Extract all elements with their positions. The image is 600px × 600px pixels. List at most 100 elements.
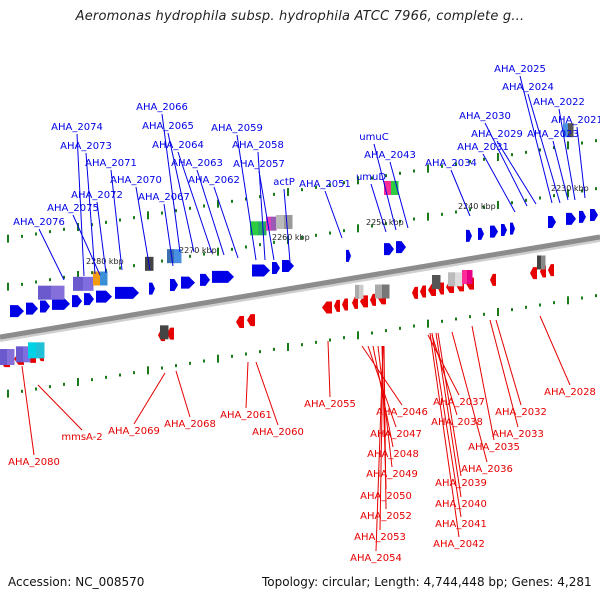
feature-box bbox=[100, 271, 108, 286]
forward-gene-label: AHA_2059 bbox=[211, 123, 263, 134]
reverse-gene-label-leader bbox=[451, 331, 488, 463]
forward-gene-arrow bbox=[501, 223, 507, 236]
reverse-gene-label: AHA_2055 bbox=[304, 399, 356, 410]
forward-gene-label-leader bbox=[527, 93, 561, 204]
forward-gene-label: AHA_2070 bbox=[110, 175, 162, 186]
forward-gene-arrow bbox=[84, 293, 94, 306]
reverse-gene-arrow bbox=[247, 314, 255, 327]
reverse-gene-label: AHA_2052 bbox=[360, 511, 412, 522]
forward-gene-label-leader bbox=[519, 75, 553, 204]
reverse-gene-label-leader bbox=[133, 372, 166, 425]
scale-label: 2240 kbp bbox=[458, 202, 496, 211]
forward-gene-arrow bbox=[40, 300, 50, 313]
reverse-gene-label: AHA_2046 bbox=[376, 407, 428, 418]
forward-gene-label: AHA_2072 bbox=[71, 190, 123, 201]
reverse-gene-label-leader bbox=[245, 361, 249, 409]
feature-box bbox=[375, 284, 383, 299]
forward-gene-label: AHA_2025 bbox=[494, 64, 546, 75]
reverse-gene-label-leader bbox=[175, 370, 191, 418]
forward-gene-arrow bbox=[10, 305, 24, 318]
forward-gene-label: AHA_2076 bbox=[13, 217, 65, 228]
scale-label: 2270 kbp bbox=[179, 246, 217, 255]
reverse-gene-arrow bbox=[412, 286, 418, 299]
forward-gene-label-leader bbox=[482, 153, 516, 213]
feature-box bbox=[382, 284, 390, 299]
feature-box bbox=[455, 272, 463, 287]
feature-box bbox=[36, 342, 45, 359]
feature-box bbox=[7, 349, 15, 365]
feature-box bbox=[467, 269, 473, 284]
reverse-gene-arrow bbox=[490, 273, 496, 286]
reverse-gene-arrow bbox=[322, 301, 332, 314]
feature-box bbox=[38, 285, 52, 300]
reverse-gene-label-leader bbox=[471, 325, 495, 441]
feature-box bbox=[568, 123, 574, 138]
reverse-gene-label: AHA_2049 bbox=[366, 469, 418, 480]
forward-gene-arrow bbox=[181, 276, 195, 289]
reverse-gene-label: AHA_2061 bbox=[220, 410, 272, 421]
forward-gene-label-leader bbox=[496, 140, 537, 205]
forward-gene-arrow bbox=[548, 215, 556, 228]
reverse-gene-label-leader bbox=[37, 384, 83, 431]
forward-gene-label-leader bbox=[576, 126, 586, 199]
forward-gene-label-leader bbox=[96, 201, 107, 274]
forward-gene-label-leader bbox=[110, 169, 123, 271]
reverse-gene-arrow bbox=[236, 315, 244, 328]
feature-box bbox=[462, 269, 468, 284]
feature-box bbox=[266, 216, 272, 231]
reverse-gene-arrow bbox=[420, 285, 426, 298]
forward-gene-label: AHA_2058 bbox=[232, 140, 284, 151]
reverse-gene-arrow bbox=[530, 267, 537, 280]
forward-gene-label: AHA_2063 bbox=[171, 158, 223, 169]
reverse-gene-label: AHA_2039 bbox=[435, 478, 487, 489]
forward-gene-label-leader bbox=[76, 133, 85, 277]
backbone-shadow bbox=[0, 238, 600, 342]
feature-box bbox=[167, 249, 175, 264]
forward-gene-arrow bbox=[252, 264, 270, 277]
forward-gene-label-leader bbox=[389, 161, 409, 229]
forward-gene-label: AHA_2043 bbox=[364, 150, 416, 161]
feature-box bbox=[174, 249, 182, 264]
forward-gene-label: AHA_2034 bbox=[425, 158, 477, 169]
reverse-gene-label-leader bbox=[539, 315, 571, 386]
genome-backbone bbox=[0, 234, 600, 340]
reverse-gene-arrow bbox=[352, 296, 358, 309]
feature-box bbox=[93, 271, 101, 286]
forward-gene-arrow bbox=[96, 290, 112, 303]
reverse-gene-label: AHA_2053 bbox=[354, 532, 406, 543]
forward-gene-arrow bbox=[396, 241, 406, 254]
reverse-gene-label-leader bbox=[437, 332, 462, 477]
reverse-gene-arrow bbox=[167, 327, 174, 340]
forward-gene-arrow bbox=[272, 261, 280, 274]
forward-gene-label: AHA_2075 bbox=[47, 203, 99, 214]
feature-box bbox=[355, 284, 360, 299]
reverse-gene-arrow bbox=[548, 264, 554, 277]
reverse-gene-label: AHA_2036 bbox=[461, 464, 513, 475]
forward-gene-arrow bbox=[282, 259, 294, 272]
forward-gene-label-leader bbox=[213, 186, 239, 259]
forward-gene-label: AHA_2030 bbox=[459, 111, 511, 122]
forward-gene-label-leader bbox=[167, 132, 195, 253]
reverse-gene-label: AHA_2080 bbox=[8, 457, 60, 468]
feature-box bbox=[258, 221, 267, 236]
reverse-gene-label: AHA_2035 bbox=[468, 442, 520, 453]
scale-label: 2260 kbp bbox=[272, 233, 310, 242]
reverse-gene-label: AHA_2047 bbox=[370, 429, 422, 440]
feature-box bbox=[28, 342, 37, 359]
forward-gene-label-leader bbox=[72, 214, 101, 276]
feature-box bbox=[384, 180, 392, 195]
reverse-gene-label: AHA_2041 bbox=[435, 519, 487, 530]
reverse-gene-arrow bbox=[342, 298, 348, 311]
forward-gene-label-leader bbox=[163, 203, 174, 267]
feature-box bbox=[391, 180, 399, 195]
forward-gene-label: AHA_2051 bbox=[299, 179, 351, 190]
forward-gene-arrow bbox=[579, 210, 586, 223]
reverse-gene-label-leader bbox=[383, 345, 387, 510]
reverse-gene-label: AHA_2033 bbox=[492, 429, 544, 440]
feature-box bbox=[271, 216, 277, 231]
forward-gene-label-leader bbox=[85, 152, 96, 275]
forward-gene-label: umuC bbox=[359, 132, 388, 143]
forward-gene-label-leader bbox=[177, 151, 213, 254]
